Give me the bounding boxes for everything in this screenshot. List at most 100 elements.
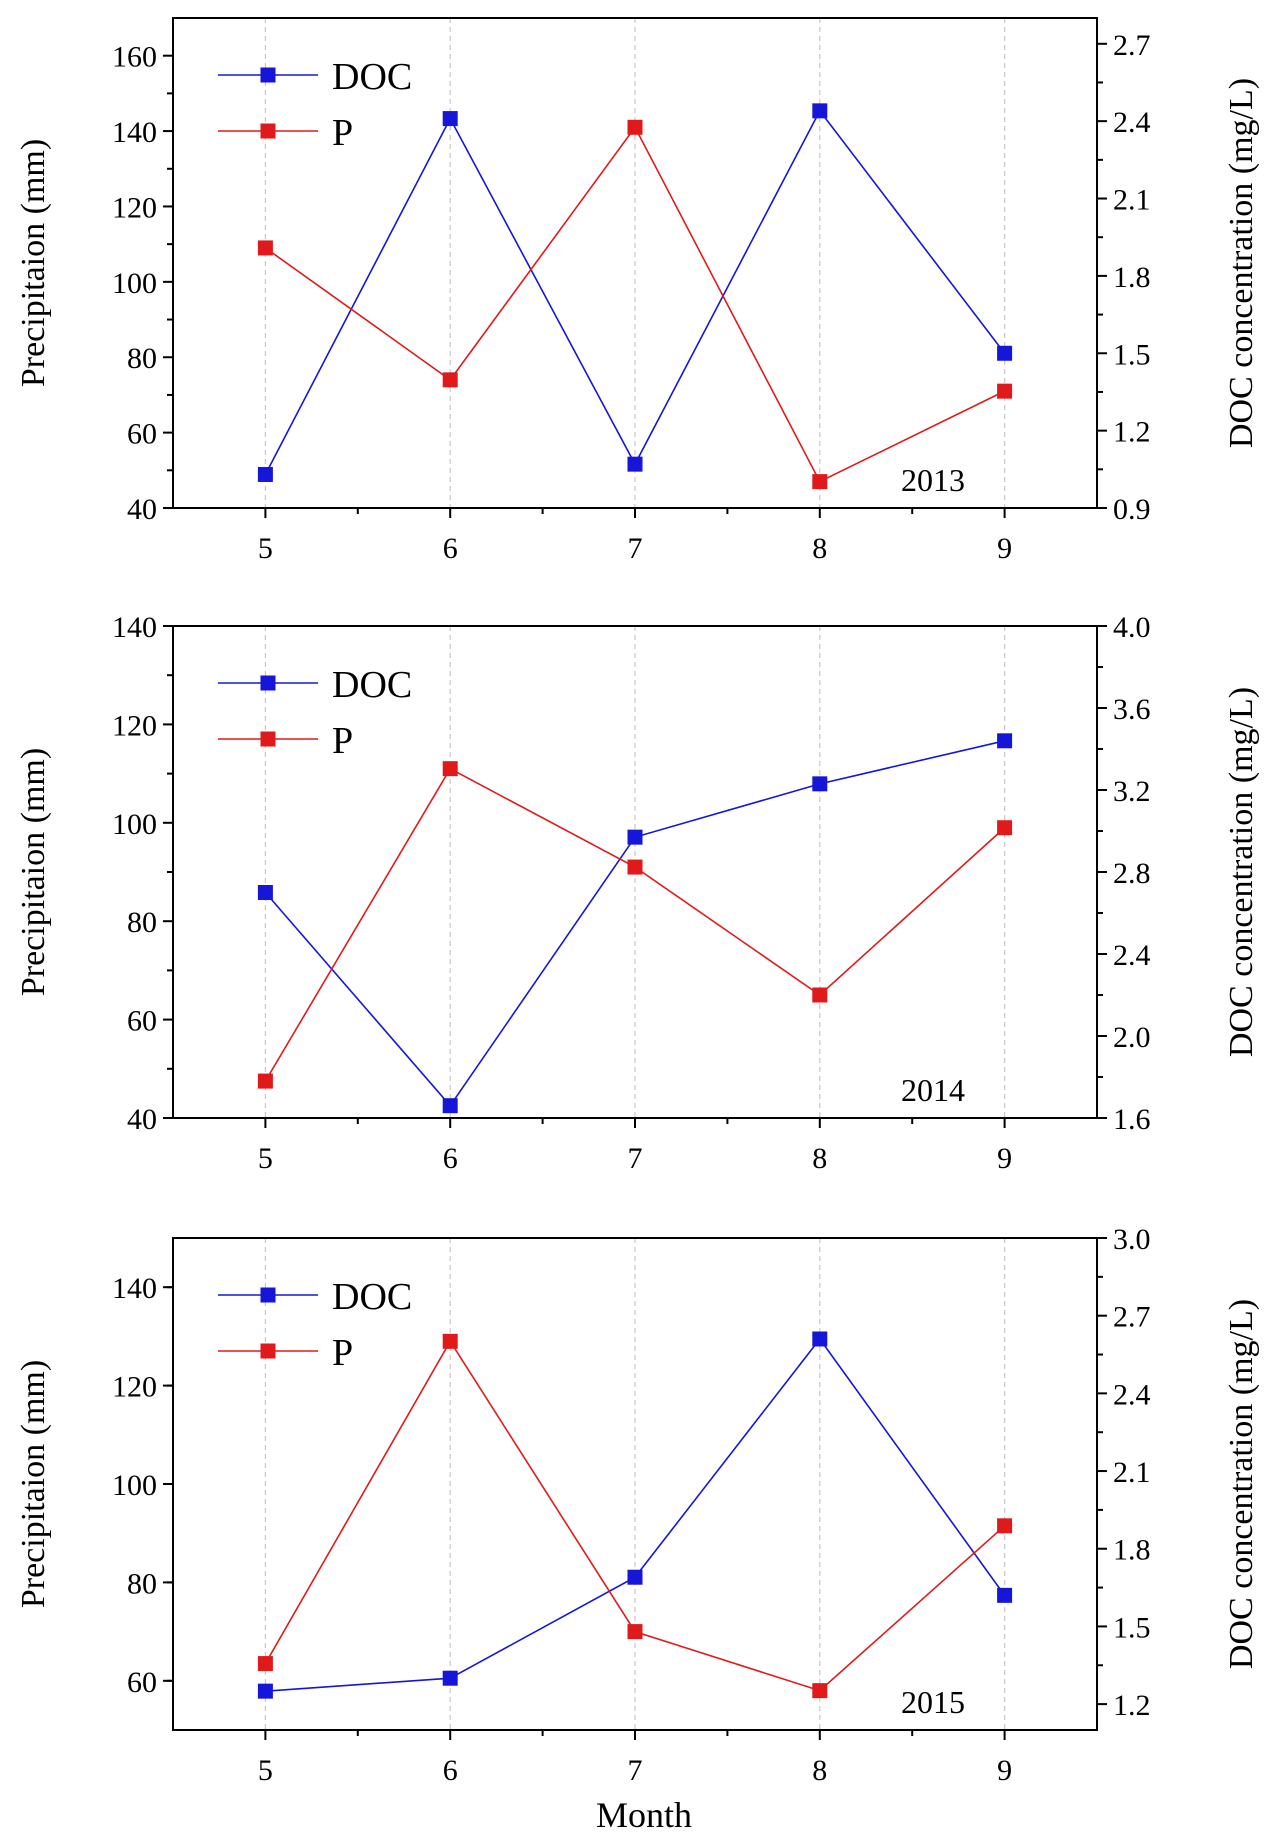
y-left-tick-label: 160 (112, 41, 157, 74)
chart-panel-2014: 5 6 7 8 9 40 60 80 100 120 140 1.6 2.0 2.4 2.8 3.2 3.6 4.… (15, 611, 1260, 1175)
data-point-p (442, 761, 458, 777)
legend-marker-doc (260, 67, 276, 83)
y-left-tick-label: 100 (112, 1469, 157, 1502)
y-right-tick-label: 3.6 (1113, 693, 1151, 726)
y-left-tick-label: 120 (112, 709, 157, 742)
x-tick-label: 7 (628, 532, 643, 565)
y-right-tick-label: 1.5 (1113, 338, 1151, 371)
x-tick-label: 8 (812, 1142, 827, 1175)
data-point-p (627, 119, 643, 135)
y-right-tick-label: 1.2 (1113, 416, 1151, 449)
year-label: 2014 (901, 1072, 965, 1108)
x-tick-label: 5 (258, 1142, 273, 1175)
data-point-p (442, 372, 458, 388)
legend-label-p: P (332, 1332, 353, 1374)
y-right-axis-title: DOC concentration (mg/L) (1223, 1299, 1260, 1669)
y-right-tick-label: 0.9 (1113, 493, 1151, 526)
y-right-axis-title: DOC concentration (mg/L) (1223, 78, 1260, 448)
legend-label-doc: DOC (332, 56, 412, 98)
data-point-p (257, 1073, 273, 1089)
y-right-tick-label: 2.7 (1113, 1301, 1151, 1334)
data-point-doc (442, 1670, 458, 1686)
y-left-tick-label: 40 (127, 493, 157, 526)
data-point-p (997, 383, 1013, 399)
y-left-tick-label: 120 (112, 191, 157, 224)
data-point-doc (812, 103, 828, 119)
x-tick-label: 8 (812, 532, 827, 565)
x-tick-label: 9 (997, 532, 1012, 565)
y-right-tick-label: 2.1 (1113, 184, 1151, 217)
legend-marker-p (260, 123, 276, 139)
y-right-tick-label: 3.0 (1113, 1223, 1151, 1256)
y-right-tick-label: 2.8 (1113, 857, 1151, 890)
data-point-doc (812, 1331, 828, 1347)
data-point-doc (627, 456, 643, 472)
x-tick-label: 6 (443, 532, 458, 565)
y-left-tick-label: 140 (112, 1272, 157, 1305)
y-right-axis-title: DOC concentration (mg/L) (1223, 687, 1260, 1057)
data-point-doc (257, 1683, 273, 1699)
y-left-axis-title: Precipitaion (mm) (15, 748, 52, 996)
y-right-tick-label: 2.4 (1113, 106, 1151, 139)
x-tick-label: 9 (997, 1754, 1012, 1787)
data-point-p (812, 987, 828, 1003)
x-tick-label: 8 (812, 1754, 827, 1787)
data-point-doc (997, 345, 1013, 361)
x-tick-label: 6 (443, 1142, 458, 1175)
year-label: 2015 (901, 1684, 965, 1720)
data-point-p (257, 1656, 273, 1672)
y-right-tick-label: 2.4 (1113, 939, 1151, 972)
legend-label-p: P (332, 720, 353, 762)
y-left-tick-label: 80 (127, 906, 157, 939)
y-left-tick-label: 80 (127, 1567, 157, 1600)
y-left-tick-label: 100 (112, 267, 157, 300)
y-right-tick-label: 3.2 (1113, 775, 1151, 808)
legend-marker-doc (260, 1287, 276, 1303)
y-left-tick-label: 60 (127, 1005, 157, 1038)
y-left-axis-title: Precipitaion (mm) (15, 139, 52, 387)
data-point-doc (997, 1587, 1013, 1603)
x-tick-label: 5 (258, 1754, 273, 1787)
y-right-tick-label: 1.5 (1113, 1611, 1151, 1644)
legend-marker-p (260, 731, 276, 747)
x-tick-label: 7 (628, 1142, 643, 1175)
year-label: 2013 (901, 462, 965, 498)
y-left-tick-label: 140 (112, 116, 157, 149)
x-tick-label: 5 (258, 532, 273, 565)
data-point-p (627, 859, 643, 875)
y-left-tick-label: 120 (112, 1371, 157, 1404)
x-tick-label: 6 (443, 1754, 458, 1787)
y-left-axis-title: Precipitaion (mm) (15, 1360, 52, 1608)
data-point-p (812, 474, 828, 490)
legend-label-doc: DOC (332, 664, 412, 706)
data-point-p (812, 1683, 828, 1699)
y-right-tick-label: 2.7 (1113, 29, 1151, 62)
data-point-doc (257, 466, 273, 482)
data-point-doc (627, 829, 643, 845)
data-point-p (627, 1624, 643, 1640)
legend-label-doc: DOC (332, 1276, 412, 1318)
y-right-tick-label: 1.8 (1113, 261, 1151, 294)
y-left-tick-label: 80 (127, 342, 157, 375)
y-right-tick-label: 2.1 (1113, 1456, 1151, 1489)
data-point-p (257, 240, 273, 256)
y-right-tick-label: 2.4 (1113, 1378, 1151, 1411)
y-right-tick-label: 1.2 (1113, 1689, 1151, 1722)
data-point-p (997, 1518, 1013, 1534)
data-point-doc (257, 885, 273, 900)
legend-marker-doc (260, 675, 276, 691)
y-left-tick-label: 60 (127, 1666, 157, 1699)
y-left-tick-label: 40 (127, 1103, 157, 1136)
data-point-doc (442, 111, 458, 127)
y-right-tick-label: 1.6 (1113, 1103, 1151, 1136)
x-tick-label: 9 (997, 1142, 1012, 1175)
x-tick-label: 7 (628, 1754, 643, 1787)
data-point-doc (812, 776, 828, 792)
y-right-tick-label: 1.8 (1113, 1534, 1151, 1567)
data-point-doc (627, 1569, 643, 1585)
y-right-tick-label: 2.0 (1113, 1021, 1151, 1054)
y-right-tick-label: 4.0 (1113, 611, 1151, 644)
data-point-doc (997, 733, 1013, 749)
y-left-tick-label: 60 (127, 418, 157, 451)
